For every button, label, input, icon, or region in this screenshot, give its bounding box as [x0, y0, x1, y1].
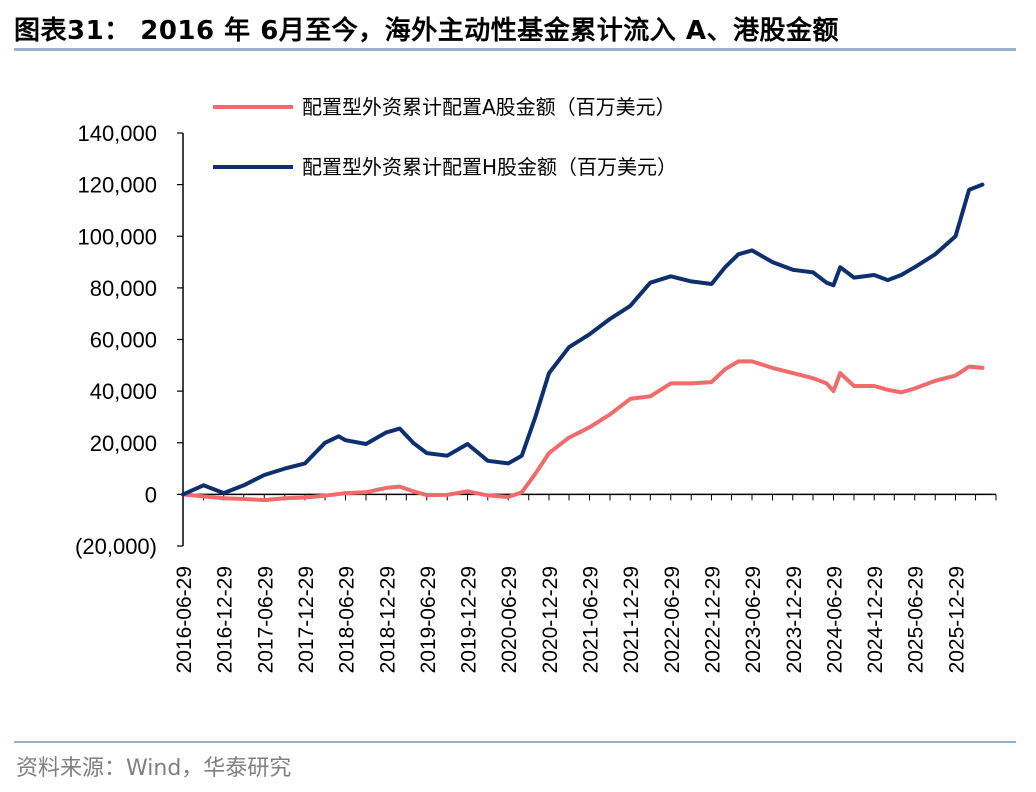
x-tick-label: 2016-06-29 — [173, 566, 196, 673]
title-divider — [14, 48, 1016, 51]
legend-label: 配置型外资累计配置H股金额（百万美元） — [302, 155, 677, 179]
y-tick-label: 140,000 — [77, 121, 157, 146]
x-tick-label: 2020-06-29 — [498, 566, 521, 673]
legend-label: 配置型外资累计配置A股金额（百万美元） — [302, 95, 676, 119]
x-tick-label: 2025-06-29 — [905, 566, 928, 673]
y-tick-label: 60,000 — [90, 328, 157, 353]
x-tick-label: 2023-06-29 — [742, 566, 765, 673]
x-tick-label: 2018-12-29 — [376, 566, 399, 673]
h-share-cumulative-line — [181, 182, 985, 497]
x-tick-label: 2018-06-29 — [336, 566, 359, 673]
x-tick-label: 2019-12-29 — [458, 566, 481, 673]
y-tick-label: 40,000 — [90, 379, 157, 404]
x-tick-label: 2016-12-29 — [214, 566, 237, 673]
chart-title: 图表31： 2016 年 6月至今，海外主动性基金累计流入 A、港股金额 — [14, 16, 839, 46]
y-tick-label: 120,000 — [77, 173, 157, 198]
y-tick-label: (20,000) — [75, 534, 157, 559]
source-note: 资料来源：Wind，华泰研究 — [16, 756, 292, 781]
x-tick-label: 2019-06-29 — [417, 566, 440, 673]
y-axis: (20,000) 0 20,000 40,000 60,000 80,000 100,000… — [75, 121, 184, 559]
x-axis: 2016-06-29 2016-12-29 2017-06-29 2017-12-29… — [173, 493, 997, 673]
y-tick-label: 100,000 — [77, 224, 157, 249]
x-tick-label: 2021-12-29 — [620, 566, 643, 673]
y-tick-label: 80,000 — [90, 276, 157, 301]
x-tick-label: 2017-12-29 — [295, 566, 318, 673]
x-tick-label: 2023-12-29 — [783, 566, 806, 673]
x-tick-label: 2024-12-29 — [864, 566, 887, 673]
y-tick-label: 0 — [145, 482, 157, 507]
source-divider — [14, 741, 1016, 743]
x-tick-label: 2025-12-29 — [945, 566, 968, 673]
a-share-cumulative-line — [181, 359, 985, 503]
legend: 配置型外资累计配置A股金额（百万美元） 配置型外资累计配置H股金额（百万美元） — [213, 95, 677, 179]
x-tick-label: 2022-12-29 — [701, 566, 724, 673]
series-lines — [181, 182, 985, 503]
x-tick-label: 2021-06-29 — [580, 566, 603, 673]
y-tick-label: 20,000 — [90, 431, 157, 456]
line-chart: (20,000) 0 20,000 40,000 60,000 80,000 100,000… — [75, 95, 997, 673]
x-tick-label: 2024-06-29 — [823, 566, 846, 673]
x-tick-label: 2020-12-29 — [539, 566, 562, 673]
x-tick-label: 2022-06-29 — [661, 566, 684, 673]
x-tick-label: 2017-06-29 — [254, 566, 277, 673]
